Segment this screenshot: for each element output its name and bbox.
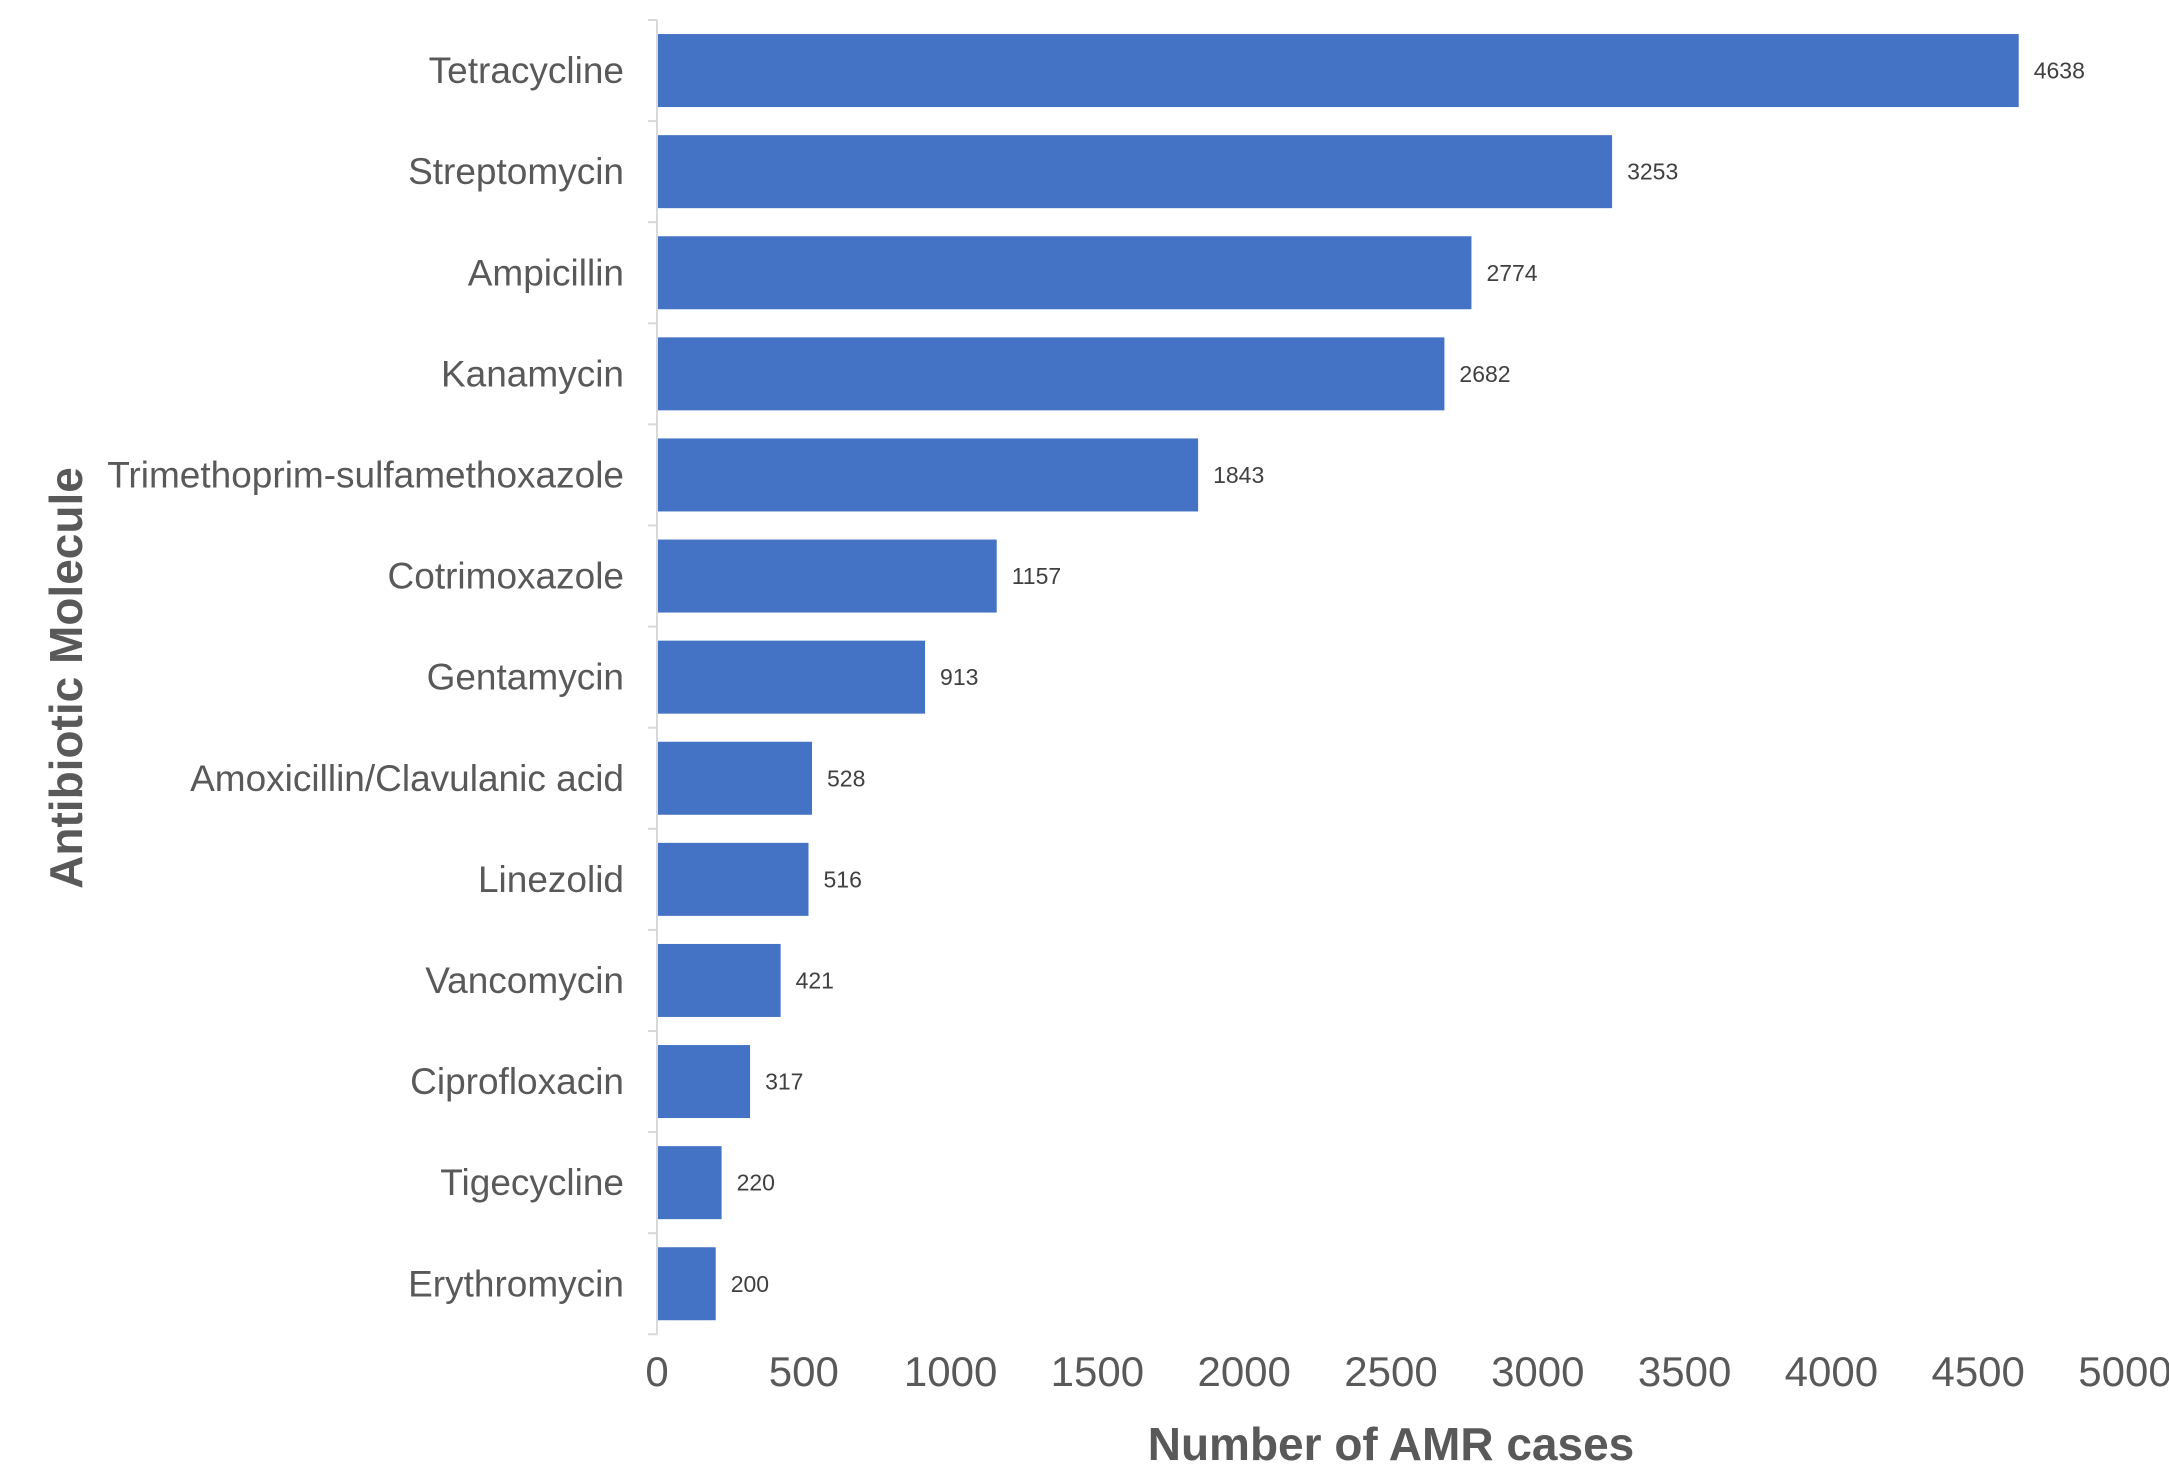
bar (657, 741, 813, 815)
category-label: Erythromycin (408, 1263, 624, 1304)
x-axis-title: Number of AMR cases (1148, 1418, 1635, 1470)
category-labels-group: Tetracycline Streptomycin Ampicillin Kanamy… (107, 50, 624, 1304)
category-label: Ampicillin (468, 252, 624, 293)
x-tick-label: 0 (645, 1348, 668, 1395)
category-label: Amoxicillin/Clavulanic acid (190, 758, 624, 799)
x-tick-label: 1000 (904, 1348, 997, 1395)
category-label: Vancomycin (425, 960, 624, 1001)
value-label: 421 (796, 967, 834, 993)
bar (657, 539, 997, 613)
x-tick-labels-group: 0 500 1000 1500 2000 2500 3000 3500 4000 4500 5000 (645, 1348, 2169, 1395)
value-label: 200 (731, 1271, 769, 1297)
value-label: 528 (827, 765, 865, 791)
bar (657, 1045, 751, 1119)
x-tick-label: 3000 (1491, 1348, 1584, 1395)
bar (657, 842, 809, 916)
bar (657, 438, 1199, 512)
bar (657, 337, 1445, 411)
category-label: Ciprofloxacin (410, 1061, 624, 1102)
category-label: Gentamycin (427, 657, 624, 698)
bar (657, 943, 781, 1017)
category-label: Cotrimoxazole (388, 556, 624, 597)
value-label: 3253 (1627, 159, 1678, 185)
value-labels-group: 4638 3253 2774 2682 1843 1157 913 528 516 421 317 2… (731, 58, 2085, 1297)
bars-group (657, 34, 2019, 1321)
x-tick-label: 1500 (1051, 1348, 1144, 1395)
bar (657, 640, 926, 714)
category-label: Tigecycline (440, 1162, 624, 1203)
bar (657, 34, 2019, 108)
value-label: 516 (823, 866, 861, 892)
value-label: 913 (940, 664, 978, 690)
x-tick-label: 500 (769, 1348, 839, 1395)
y-axis-tick-marks (648, 19, 657, 1336)
value-label: 1843 (1213, 462, 1264, 488)
value-label: 2682 (1459, 361, 1510, 387)
category-label: Streptomycin (408, 151, 624, 192)
value-label: 220 (737, 1170, 775, 1196)
x-tick-label: 3500 (1638, 1348, 1731, 1395)
category-label: Kanamycin (441, 353, 624, 394)
value-label: 2774 (1486, 260, 1537, 286)
bar (657, 135, 1613, 209)
x-tick-label: 2500 (1344, 1348, 1437, 1395)
value-label: 317 (765, 1069, 803, 1095)
value-label: 1157 (1012, 563, 1061, 589)
x-tick-label: 5000 (2078, 1348, 2169, 1395)
value-label: 4638 (2034, 58, 2085, 84)
x-tick-label: 4500 (1931, 1348, 2024, 1395)
x-tick-label: 2000 (1197, 1348, 1290, 1395)
category-label: Trimethoprim-sulfamethoxazole (107, 454, 624, 495)
bar (657, 236, 1472, 310)
y-axis-title: Antibiotic Molecule (40, 467, 92, 889)
x-tick-label: 4000 (1785, 1348, 1878, 1395)
category-label: Linezolid (478, 859, 624, 900)
bar (657, 1247, 716, 1321)
category-label: Tetracycline (429, 50, 624, 91)
bar (657, 1146, 722, 1220)
